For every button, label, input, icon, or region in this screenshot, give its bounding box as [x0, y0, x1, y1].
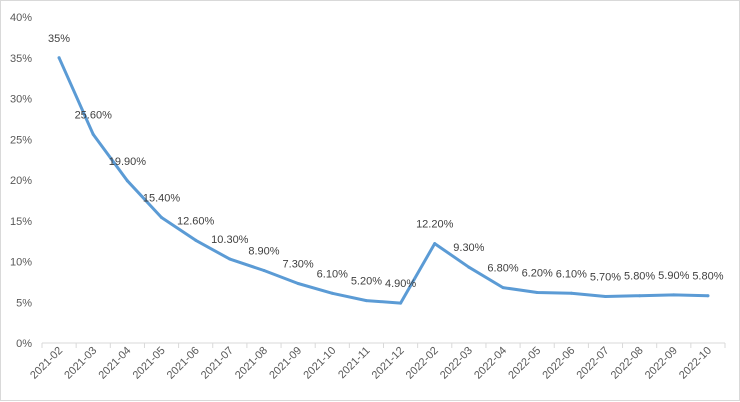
y-tick-label: 35%	[10, 53, 32, 65]
y-axis: 0% 5% 10% 15% 20% 25% 30% 35% 40%	[10, 12, 32, 350]
data-label: 25.60%	[75, 109, 113, 121]
data-point	[603, 295, 607, 299]
x-tick-label: 2021-10	[301, 345, 338, 382]
data-label: 5.90%	[658, 270, 689, 282]
x-tick-label: 2022-06	[540, 345, 577, 382]
x-tick-label: 2021-02	[28, 345, 65, 382]
y-tick-label: 20%	[10, 175, 32, 187]
data-point	[91, 132, 95, 136]
data-point	[228, 257, 232, 261]
data-label: 10.30%	[211, 234, 249, 246]
x-tick-label: 2021-07	[199, 345, 236, 382]
data-label: 35%	[48, 33, 70, 45]
data-label: 6.20%	[522, 267, 553, 279]
data-label: 12.60%	[177, 215, 215, 227]
x-tick-label: 2021-09	[267, 345, 304, 382]
data-label: 7.30%	[283, 259, 314, 271]
x-tick-label: 2021-11	[336, 345, 372, 381]
data-point	[433, 242, 437, 246]
y-tick-label: 15%	[10, 216, 32, 228]
y-tick-label: 0%	[16, 338, 32, 350]
x-tick-label: 2022-02	[404, 345, 441, 382]
x-tick-label: 2022-05	[506, 345, 543, 382]
y-tick-label: 30%	[10, 94, 32, 106]
x-tick-label: 2021-12	[370, 345, 407, 382]
data-point	[364, 299, 368, 303]
data-point	[330, 291, 334, 295]
data-label: 5.20%	[351, 276, 382, 288]
x-tick-label: 2022-04	[472, 345, 509, 382]
data-label: 5.80%	[692, 271, 723, 283]
data-label: 5.70%	[590, 272, 621, 284]
data-label: 6.80%	[487, 263, 518, 275]
x-tick-label: 2022-03	[438, 345, 475, 382]
data-point	[501, 286, 505, 290]
data-point	[160, 215, 164, 219]
data-point	[672, 293, 676, 297]
x-tick-label: 2022-07	[575, 345, 612, 382]
data-label: 9.30%	[453, 242, 484, 254]
data-label: 6.10%	[317, 268, 348, 280]
y-tick-label: 40%	[10, 12, 32, 24]
data-point	[638, 294, 642, 298]
x-axis: 2021-022021-032021-042021-052021-062021-…	[28, 342, 726, 382]
y-tick-label: 25%	[10, 134, 32, 146]
data-point	[125, 179, 129, 183]
x-tick-label: 2021-06	[165, 345, 202, 382]
data-point	[194, 238, 198, 242]
data-label: 6.10%	[556, 268, 587, 280]
data-label: 12.20%	[416, 219, 454, 231]
x-tick-label: 2021-05	[131, 345, 168, 382]
data-point	[706, 294, 710, 298]
x-tick-label: 2021-03	[62, 345, 99, 382]
data-point	[399, 301, 403, 305]
data-point	[262, 268, 266, 272]
x-tick-label: 2022-09	[643, 345, 680, 382]
data-label: 5.80%	[624, 271, 655, 283]
data-label: 4.90%	[385, 278, 416, 290]
data-point	[57, 56, 61, 60]
data-point	[569, 291, 573, 295]
data-point	[296, 282, 300, 286]
x-tick-label: 2022-08	[609, 345, 646, 382]
data-labels: 35% 25.60% 19.90% 15.40% 12.60% 10.30%8.90% 7.…	[48, 33, 724, 290]
data-label: 19.90%	[109, 156, 147, 168]
series-line	[57, 56, 710, 305]
x-tick-label: 2022-10	[677, 345, 714, 382]
y-tick-label: 5%	[16, 297, 32, 309]
data-point	[535, 290, 539, 294]
data-point	[467, 265, 471, 269]
x-tick-label: 2021-08	[233, 345, 270, 382]
series-line-group	[57, 56, 710, 305]
data-label: 15.40%	[143, 192, 181, 204]
x-tick-label: 2021-04	[96, 345, 133, 382]
y-tick-label: 10%	[10, 257, 32, 269]
data-label: 8.90%	[248, 245, 279, 257]
